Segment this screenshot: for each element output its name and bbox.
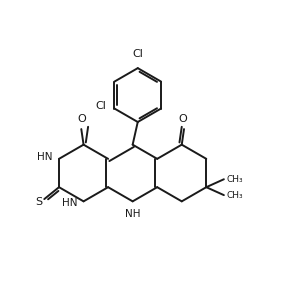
- Text: HN: HN: [37, 153, 53, 163]
- Text: CH₃: CH₃: [226, 175, 243, 184]
- Text: O: O: [179, 114, 188, 124]
- Text: O: O: [78, 114, 86, 124]
- Text: Cl: Cl: [96, 101, 107, 111]
- Text: S: S: [36, 197, 43, 207]
- Text: CH₃: CH₃: [226, 191, 243, 200]
- Text: Cl: Cl: [132, 49, 143, 59]
- Text: NH: NH: [125, 209, 140, 219]
- Text: HN: HN: [62, 198, 77, 208]
